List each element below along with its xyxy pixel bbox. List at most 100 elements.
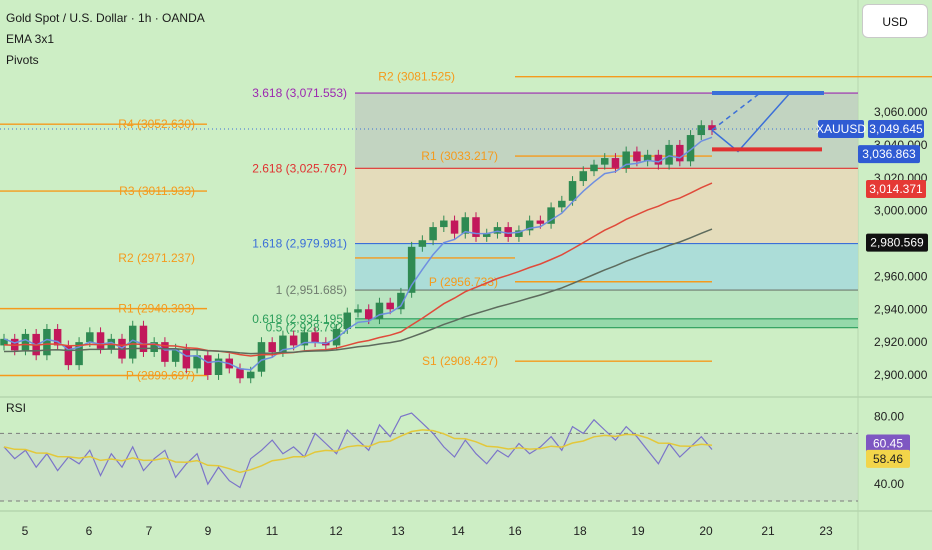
candle-body [643, 154, 652, 162]
candle-body [547, 207, 555, 224]
x-axis-tick: 14 [451, 524, 465, 538]
candle-body [21, 333, 30, 351]
fib-label: 3.618 (3,071.553) [252, 86, 347, 100]
candle-body [590, 164, 598, 172]
candle-body [0, 338, 8, 346]
fib-label: 0.618 (2,934.195) [252, 312, 347, 326]
rsi-legend[interactable]: RSI [6, 401, 27, 415]
candle-body [515, 230, 523, 237]
x-axis-tick: 16 [508, 524, 522, 538]
price-label-box [866, 233, 928, 252]
candle-body [407, 246, 416, 293]
target-box [712, 91, 824, 96]
candle-body [472, 217, 480, 237]
x-axis-tick: 18 [573, 524, 587, 538]
rsi-axis-tick: 40.00 [874, 477, 904, 491]
x-axis-tick: 5 [22, 524, 29, 538]
y-axis-tick: 3,000.000 [874, 204, 928, 218]
candle-body [461, 217, 470, 234]
candle-body [43, 328, 51, 356]
x-axis-tick: 21 [761, 524, 775, 538]
candle-body [418, 240, 427, 247]
candle-body [214, 358, 223, 375]
rsi-value-label: 60.45 [873, 437, 903, 451]
fib-label: 1 (2,951.685) [276, 283, 347, 297]
rsi-axis-tick: 80.00 [874, 409, 904, 423]
candle-body [279, 335, 287, 352]
ema-mid-line [3, 182, 713, 357]
fib-zone-lower [355, 290, 858, 319]
pivot-label: R1 (3033.217) [421, 149, 498, 163]
candle-body [708, 125, 716, 131]
candle-body [182, 348, 191, 369]
support-box [712, 147, 822, 152]
y-axis-tick: 2,940.000 [874, 302, 928, 316]
pivots-legend[interactable]: Pivots [6, 53, 39, 67]
candle-body [504, 227, 512, 237]
x-axis-tick: 11 [266, 524, 279, 538]
x-axis-tick: 7 [146, 524, 153, 538]
candle-body [354, 309, 362, 313]
rsi-line [3, 412, 713, 489]
price-label: 2,980.569 [870, 236, 924, 250]
candle-body [493, 227, 502, 234]
candle-body [161, 342, 169, 362]
candle-body [536, 220, 545, 224]
candle-body [611, 158, 620, 168]
x-axis-tick: 19 [631, 524, 645, 538]
projection-dashed [711, 92, 761, 131]
pivot-label: S1 (2908.427) [422, 354, 498, 368]
rsi-signal-line [3, 429, 713, 474]
candle-body [139, 325, 148, 352]
pivot-label: P (2899.697) [126, 368, 195, 382]
candle-body [375, 302, 384, 320]
projection-path [711, 92, 791, 153]
fib-zone-base [355, 318, 858, 328]
price-label-box [818, 120, 864, 139]
candle-body [311, 332, 319, 343]
candle-body [300, 332, 309, 346]
pivot-label: R2 (3081.525) [378, 70, 455, 84]
candle-body [482, 233, 491, 237]
candle-body [697, 125, 706, 136]
y-axis-tick: 2,920.000 [874, 335, 928, 349]
candle-body [53, 328, 62, 346]
symbol-title: Gold Spot / U.S. Dollar · 1h · OANDA [6, 11, 205, 25]
candle-body [429, 227, 437, 241]
y-axis-tick: 2,960.000 [874, 269, 928, 283]
fib-zone-mid [355, 168, 858, 244]
candle-body [236, 368, 244, 379]
candle-body [525, 220, 534, 231]
price-label-box [858, 145, 920, 164]
candle-body [246, 371, 255, 379]
x-axis-tick: 12 [329, 524, 343, 538]
candle-body [64, 345, 73, 366]
candle-body [397, 292, 405, 310]
x-axis-tick: 20 [699, 524, 713, 538]
x-axis-tick: 13 [391, 524, 405, 538]
candle-body [96, 332, 105, 349]
price-label-box [866, 180, 926, 199]
ema-legend[interactable]: EMA 3x1 [6, 32, 55, 46]
candle-body [150, 342, 158, 352]
rsi-band [0, 433, 858, 501]
pivot-label: R3 (3011.933) [119, 184, 195, 198]
candle-body [343, 312, 352, 329]
currency-button[interactable]: USD [862, 4, 928, 38]
price-label-box [868, 120, 924, 139]
rsi-value-label: 58.46 [873, 452, 903, 466]
candle-body [289, 335, 298, 346]
price-label: XAUUSD [816, 122, 866, 136]
candle-body [600, 158, 609, 165]
fib-label: 0.5 (2,928.792) [266, 321, 347, 335]
x-axis-tick: 23 [819, 524, 833, 538]
candle-body [193, 355, 201, 369]
ema-slow-line [3, 228, 713, 355]
candle-body [364, 309, 373, 320]
fib-label: 2.618 (3,025.767) [252, 161, 347, 175]
candle-body [633, 151, 641, 162]
candle-body [654, 154, 663, 165]
price-label: 3,014.371 [869, 182, 923, 196]
y-axis-tick: 3,060.000 [874, 105, 928, 119]
